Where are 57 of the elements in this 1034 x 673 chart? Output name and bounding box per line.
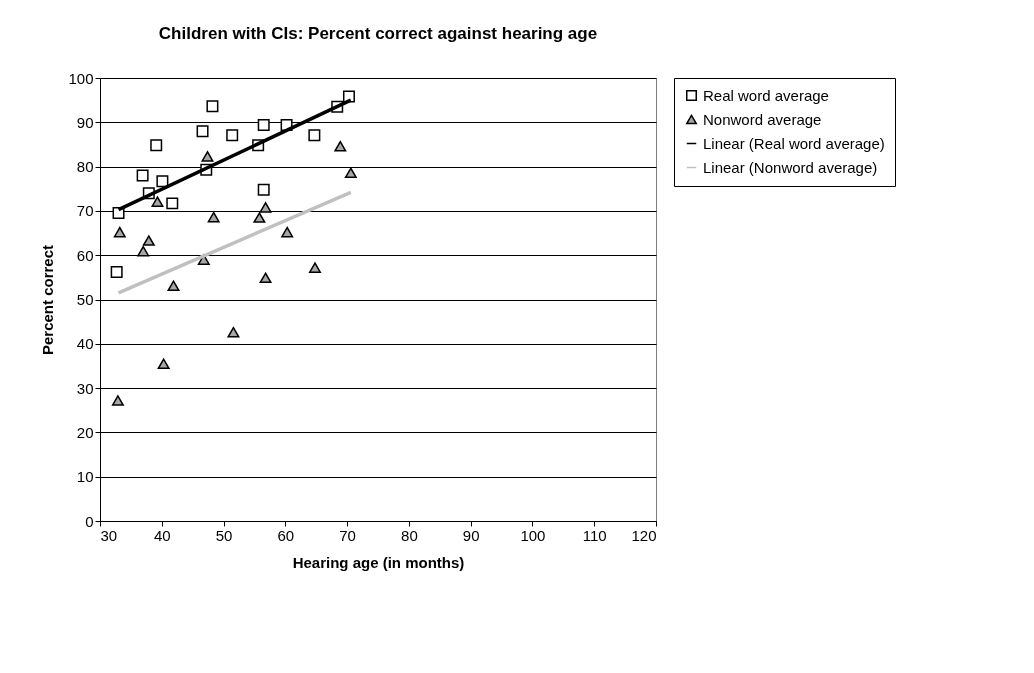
point (344, 167, 357, 179)
legend-label: Real word average (703, 86, 829, 104)
y-tick-label: 0 (85, 512, 94, 530)
point (206, 100, 219, 113)
chart-title: Children with CIs: Percent correct against hearing age (158, 24, 598, 43)
point (167, 280, 180, 292)
y-tick-label: 60 (76, 246, 94, 264)
x-tick-label: 110 (582, 526, 607, 544)
point (281, 226, 294, 238)
point (259, 202, 272, 213)
x-tick-label: 100 (520, 526, 546, 544)
y-tick-label: 40 (76, 335, 94, 353)
y-tick-label: 80 (76, 158, 94, 176)
y-tick-label: 30 (76, 379, 94, 397)
y-tick-label: 20 (76, 423, 94, 441)
x-tick-label: 40 (153, 526, 171, 544)
point (257, 118, 270, 131)
x-tick-label: 30 (100, 526, 118, 544)
x-tick-label: 90 (462, 526, 480, 544)
point (257, 183, 270, 196)
point (201, 151, 214, 162)
x-tick-label: 120 (631, 526, 657, 544)
x-tick-label: 60 (277, 526, 295, 544)
x-axis-title: Hearing age (in months) (292, 553, 465, 571)
point (156, 175, 169, 188)
point (113, 226, 126, 238)
point (259, 272, 272, 284)
y-tick-label: 50 (76, 291, 94, 308)
point (197, 254, 210, 265)
y-tick-label: 90 (76, 113, 94, 131)
point (308, 129, 321, 142)
legend-label: Linear (Real word average) (703, 134, 885, 152)
point (151, 196, 164, 207)
point (137, 245, 150, 257)
point (334, 140, 347, 152)
y-tick-label: 70 (76, 202, 94, 220)
x-tick-label: 50 (215, 526, 233, 544)
point (142, 235, 155, 246)
y-axis-title: Percent correct (39, 244, 57, 356)
x-tick-label: 80 (401, 526, 418, 544)
point (166, 197, 179, 210)
point (227, 326, 240, 338)
point (196, 125, 209, 138)
legend-label: Nonword average (703, 110, 822, 128)
point (157, 358, 170, 370)
point (308, 262, 321, 273)
point (150, 139, 163, 152)
point (207, 211, 220, 223)
legend-label: Linear (Nonword average) (703, 158, 878, 176)
point (110, 266, 123, 279)
x-tick-label: 70 (339, 526, 356, 544)
point (111, 395, 124, 406)
point (253, 212, 266, 223)
y-tick-label: 100 (68, 69, 94, 87)
y-tick-label: 10 (76, 468, 94, 486)
point (226, 129, 239, 142)
point (136, 169, 149, 182)
